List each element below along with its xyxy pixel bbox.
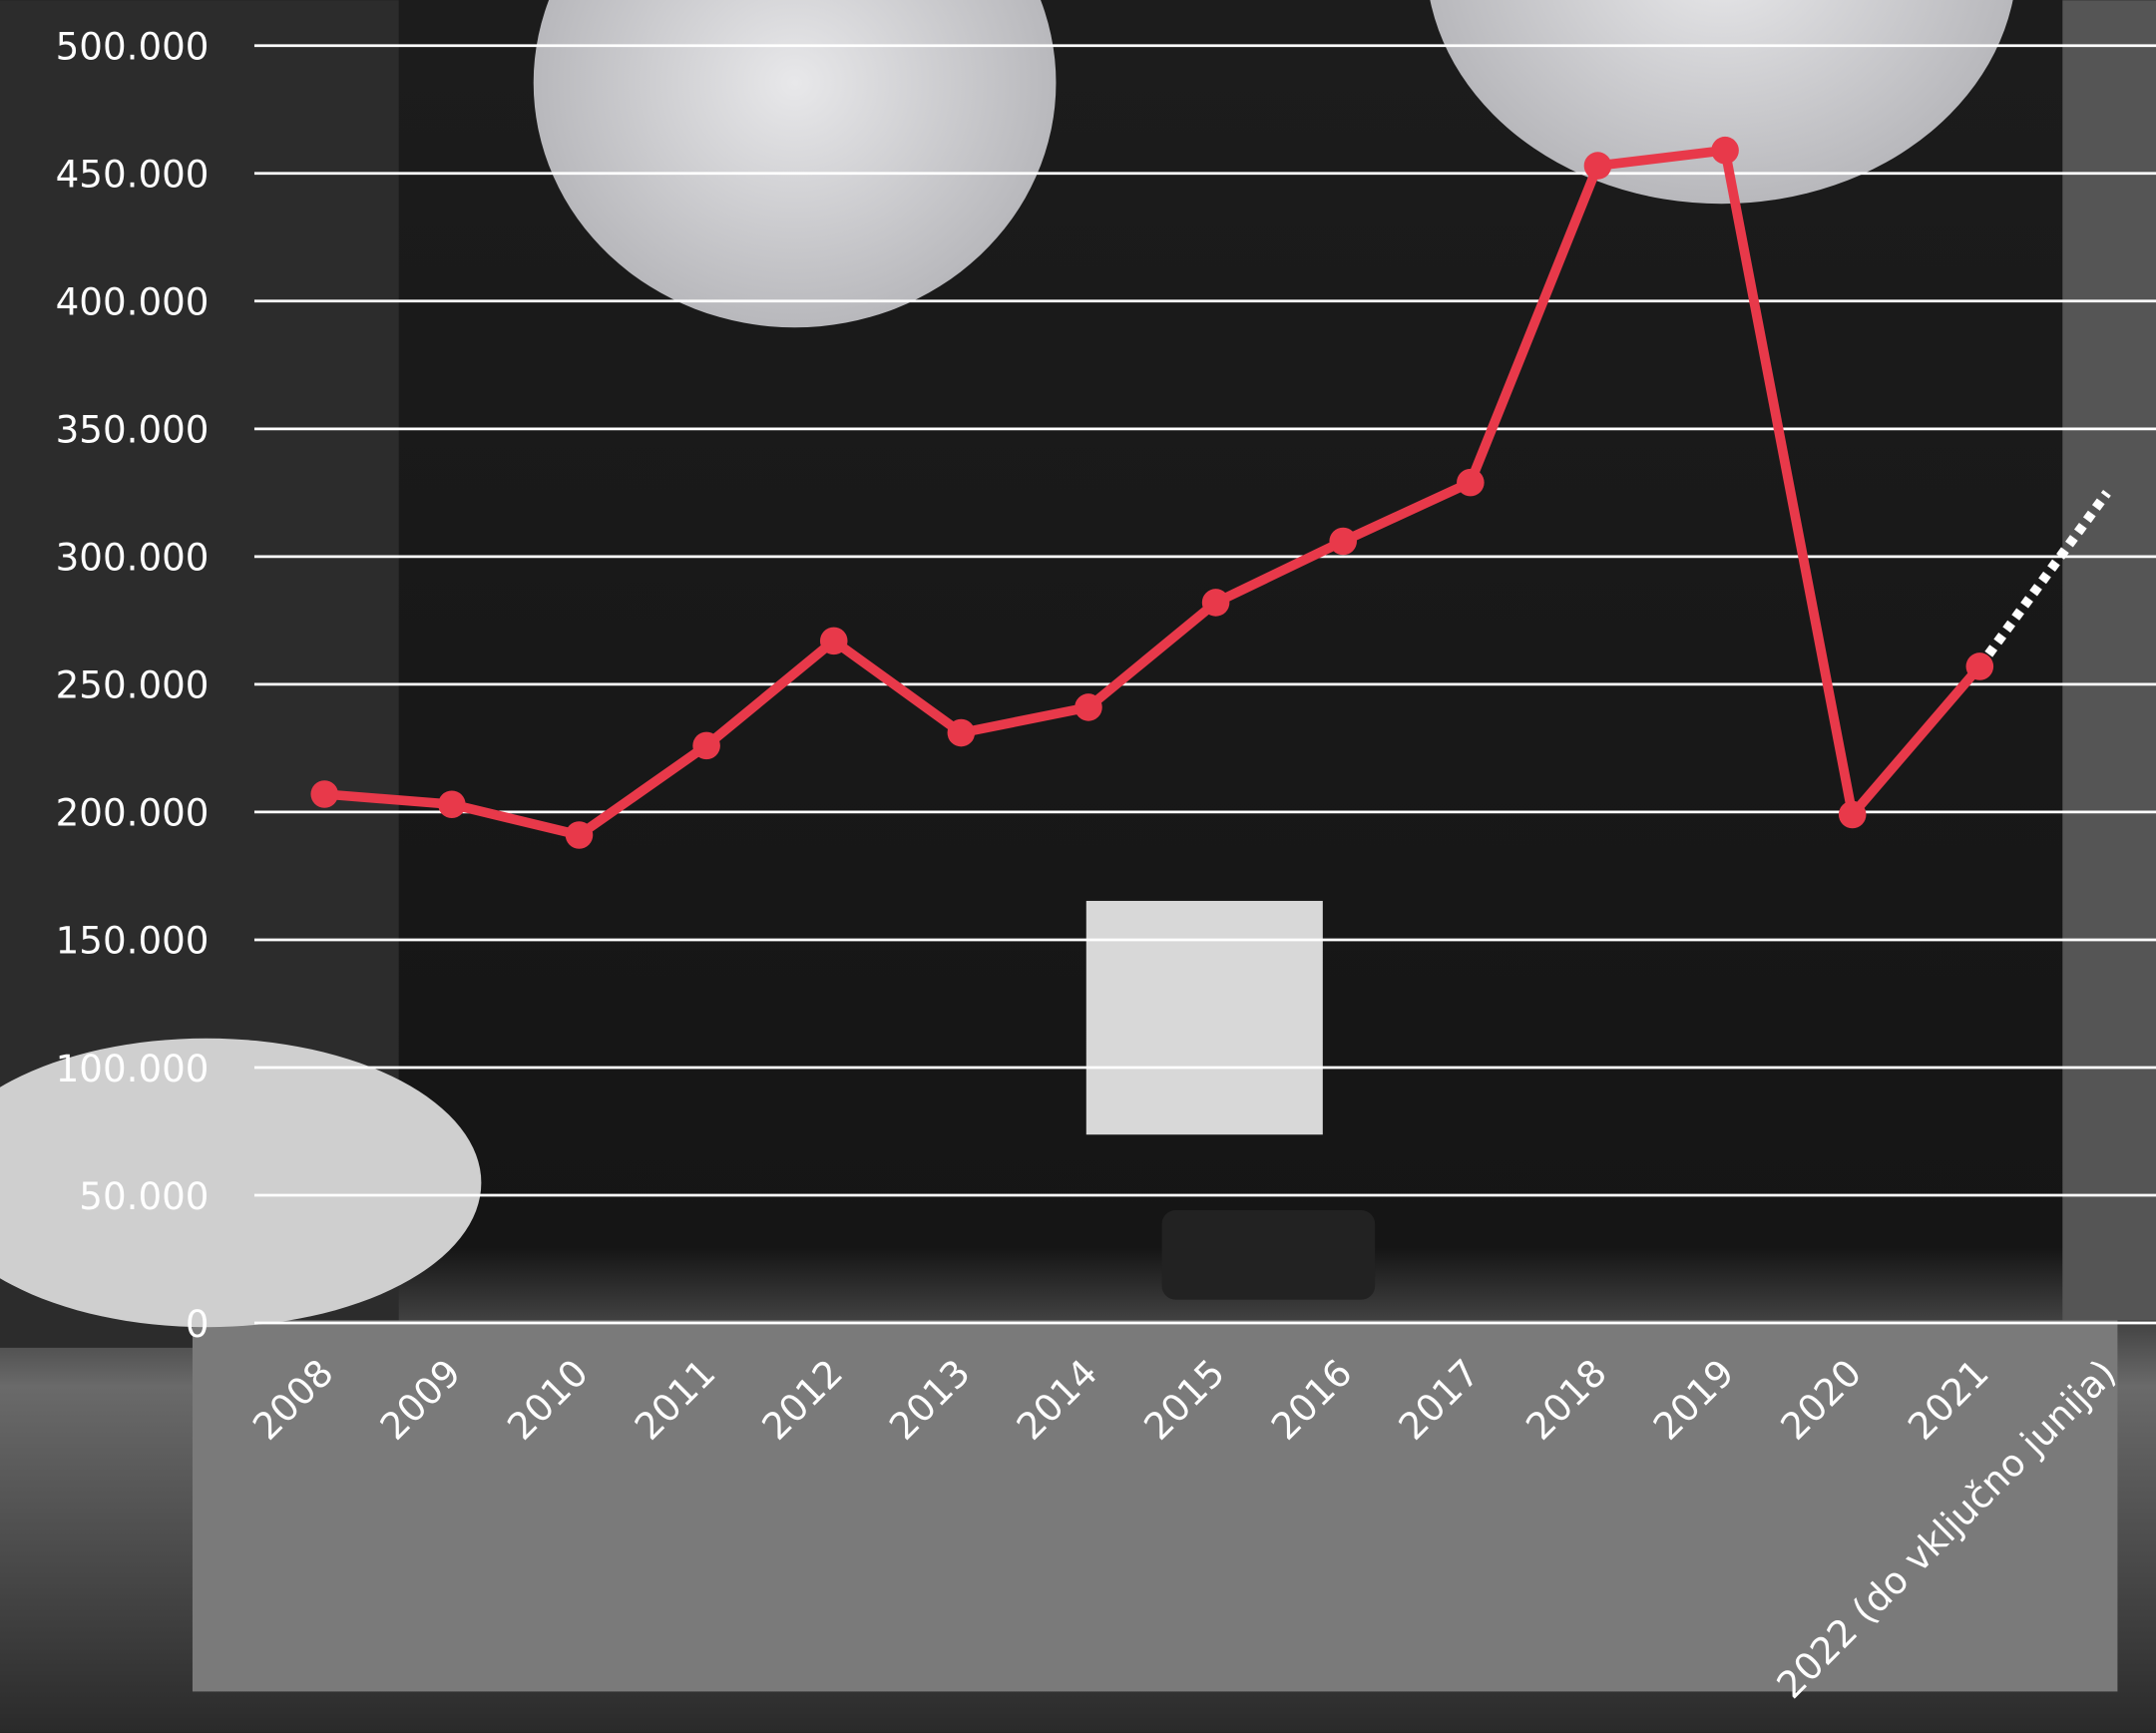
lamp-globe [1430,0,2013,205]
point [1583,152,1612,180]
point [1965,652,1994,680]
y-tick-label: 400.000 [56,280,210,324]
point [1711,136,1739,165]
point [1838,800,1867,829]
y-tick-label: 50.000 [79,1174,209,1218]
y-tick-label: 150.000 [56,919,210,963]
nightstand [192,1320,2118,1692]
point [1201,589,1230,617]
point [947,718,976,747]
clock [1161,1210,1376,1300]
curtain [2062,0,2156,1321]
y-tick-label: 100.000 [56,1047,210,1090]
y-tick-label: 300.000 [56,536,210,580]
y-tick-label: 500.000 [56,25,210,69]
point [1329,527,1357,556]
y-tick-label: 450.000 [56,153,210,197]
switch-plate [1085,900,1323,1135]
line [323,145,1983,840]
lamp-globe [533,0,1057,328]
y-tick-label: 0 [186,1302,210,1346]
y-tick-label: 250.000 [56,663,210,707]
y-tick-label: 350.000 [56,408,210,452]
point [1075,693,1102,721]
projected-line [1975,489,2111,669]
point [1457,468,1485,497]
point [565,821,594,849]
point [310,780,339,808]
point [438,790,466,819]
point [819,627,848,655]
pillow [0,1038,482,1328]
point [692,731,720,760]
y-tick-label: 200.000 [56,791,210,835]
